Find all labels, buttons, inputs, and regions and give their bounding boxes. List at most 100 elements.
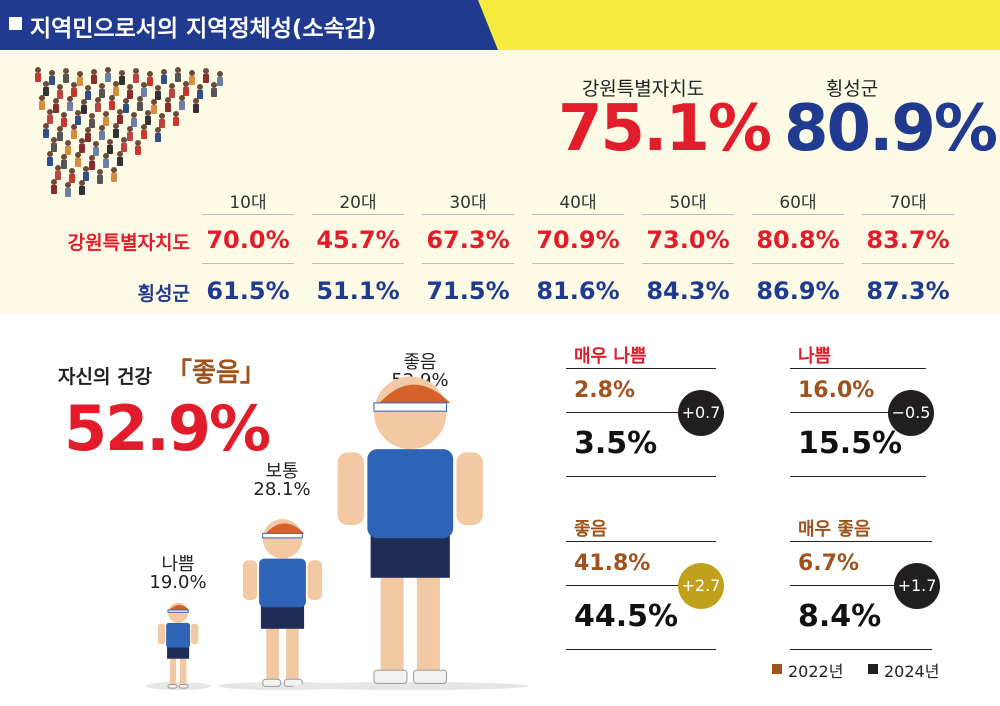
age-cell: 70.0%	[206, 226, 290, 254]
crowd-person	[103, 111, 109, 126]
crowd-person	[159, 113, 165, 128]
crowd-person	[51, 137, 57, 152]
crowd-person	[117, 109, 123, 124]
age-cell: 87.3%	[866, 277, 950, 305]
crowd-person	[211, 82, 217, 97]
comparison-2022-value: 2.8%	[574, 378, 636, 403]
crowd-person	[111, 167, 117, 182]
crowd-person	[47, 151, 53, 166]
comparison-bottom-line	[790, 649, 932, 650]
crowd-person	[47, 109, 53, 124]
crowd-person	[169, 83, 175, 98]
crowd-person	[137, 96, 143, 111]
crowd-person	[173, 111, 179, 126]
comparison-title-underline	[790, 541, 932, 542]
crowd-person	[39, 95, 45, 110]
figure-person	[217, 519, 347, 690]
figure-person	[145, 602, 211, 690]
crowd-person	[145, 110, 151, 125]
crowd-person	[127, 126, 133, 141]
comparison-title: 매우 나쁨	[574, 346, 647, 367]
crowd-person	[83, 166, 89, 181]
crowd-person	[79, 138, 85, 153]
province-summary-value: 75.1%	[558, 92, 772, 166]
age-row-label: 횡성군	[137, 283, 190, 305]
legend-label: 2022년	[788, 662, 844, 681]
age-header-divider	[642, 214, 734, 215]
crowd-person	[183, 81, 189, 96]
crowd-person	[141, 82, 147, 97]
crowd-person	[113, 123, 119, 138]
crowd-person	[105, 67, 111, 82]
comparison-2024-value: 8.4%	[798, 599, 882, 634]
crowd-person	[203, 68, 209, 83]
title-bar	[0, 0, 1000, 50]
crowd-person	[53, 98, 59, 113]
crowd-person	[97, 169, 103, 184]
comparison-title-underline	[566, 541, 716, 542]
crowd-person	[121, 137, 127, 152]
legend-swatch	[868, 664, 878, 674]
crowd-person	[189, 70, 195, 85]
crowd-person	[81, 99, 87, 114]
age-cell: 80.8%	[756, 226, 840, 254]
crowd-person	[131, 112, 137, 127]
legend-label: 2024년	[884, 662, 940, 681]
age-row-divider	[422, 263, 514, 264]
crowd-person	[123, 98, 129, 113]
crowd-person	[93, 141, 99, 156]
age-row-divider	[312, 263, 404, 264]
age-cell: 73.0%	[646, 226, 730, 254]
figure-label: 좋음	[403, 352, 437, 373]
crowd-person	[113, 81, 119, 96]
crowd-person	[63, 68, 69, 83]
title-bullet-icon	[9, 17, 22, 30]
age-header-divider	[532, 214, 624, 215]
crowd-person	[79, 180, 85, 195]
age-cell: 45.7%	[316, 226, 400, 254]
crowd-person	[57, 126, 63, 141]
comparison-bottom-line	[566, 476, 716, 477]
age-cell: 67.3%	[426, 226, 510, 254]
crowd-person	[77, 71, 83, 86]
crowd-person	[151, 99, 157, 114]
crowd-person	[179, 95, 185, 110]
age-header: 40대	[559, 193, 597, 213]
age-header: 70대	[889, 193, 927, 213]
crowd-person	[43, 81, 49, 96]
comparison-2024-value: 44.5%	[574, 599, 679, 634]
province-summary-label: 강원특별자치도	[581, 78, 705, 100]
figure-value: 28.1%	[253, 479, 311, 500]
age-header: 60대	[779, 193, 817, 213]
comparison-title: 좋음	[574, 519, 608, 540]
comparison-title: 매우 좋음	[798, 519, 871, 540]
age-header: 20대	[339, 193, 377, 213]
county-summary-label: 횡성군	[825, 78, 879, 100]
figure-label: 보통	[265, 461, 299, 482]
comparison-title-underline	[790, 368, 926, 369]
crowd-person	[61, 112, 67, 127]
crowd-person	[135, 140, 141, 155]
crowd-person	[133, 68, 139, 83]
age-row-divider	[862, 263, 954, 264]
age-header-divider	[752, 214, 844, 215]
county-summary-value: 80.9%	[784, 92, 998, 166]
age-cell: 81.6%	[536, 277, 620, 305]
crowd-person	[217, 71, 223, 86]
age-header-divider	[862, 214, 954, 215]
health-quote: 「좋음」	[166, 358, 266, 388]
crowd-person	[65, 140, 71, 155]
age-row-label: 강원특별자치도	[67, 232, 190, 254]
crowd-person	[85, 85, 91, 100]
comparison-2024-value: 3.5%	[574, 426, 658, 461]
crowd-person	[147, 71, 153, 86]
crowd-person	[95, 97, 101, 112]
crowd-person	[85, 127, 91, 142]
crowd-person	[43, 123, 49, 138]
age-cell: 84.3%	[646, 277, 730, 305]
comparison-title: 나쁨	[798, 346, 832, 367]
age-cell: 61.5%	[206, 277, 290, 305]
comparison-2022-value: 6.7%	[798, 551, 860, 576]
crowd-person	[71, 124, 77, 139]
crowd-person	[197, 84, 203, 99]
